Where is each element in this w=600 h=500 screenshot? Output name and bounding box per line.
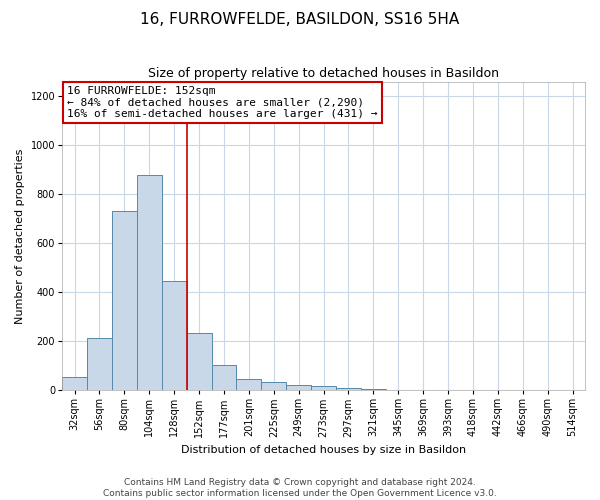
Bar <box>187 332 212 390</box>
Bar <box>236 378 262 390</box>
Bar <box>212 364 236 390</box>
Text: 16 FURROWFELDE: 152sqm
← 84% of detached houses are smaller (2,290)
16% of semi-: 16 FURROWFELDE: 152sqm ← 84% of detached… <box>67 86 378 120</box>
Bar <box>137 174 162 390</box>
Bar <box>311 386 336 390</box>
Bar <box>112 212 137 390</box>
Bar <box>262 382 286 390</box>
Bar <box>336 388 361 390</box>
Y-axis label: Number of detached properties: Number of detached properties <box>15 148 25 324</box>
Title: Size of property relative to detached houses in Basildon: Size of property relative to detached ho… <box>148 68 499 80</box>
Bar <box>87 338 112 390</box>
Text: 16, FURROWFELDE, BASILDON, SS16 5HA: 16, FURROWFELDE, BASILDON, SS16 5HA <box>140 12 460 28</box>
Bar <box>162 281 187 390</box>
Bar <box>286 385 311 390</box>
Bar <box>62 377 87 390</box>
Bar <box>361 389 386 390</box>
Text: Contains HM Land Registry data © Crown copyright and database right 2024.
Contai: Contains HM Land Registry data © Crown c… <box>103 478 497 498</box>
X-axis label: Distribution of detached houses by size in Basildon: Distribution of detached houses by size … <box>181 445 466 455</box>
